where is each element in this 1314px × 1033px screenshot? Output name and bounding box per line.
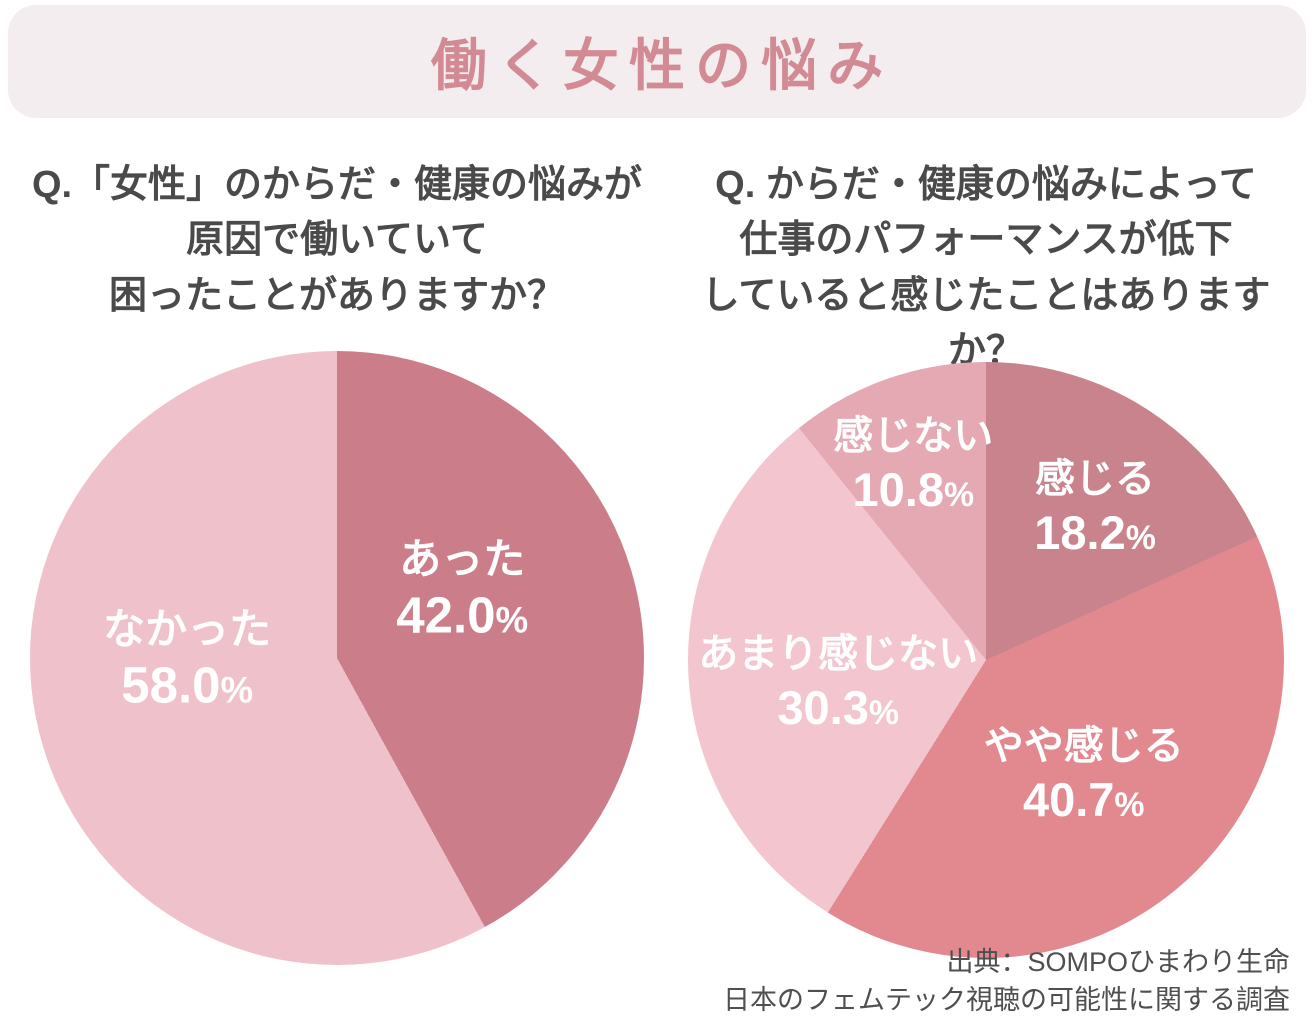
- percent-sign: %: [220, 669, 254, 711]
- pie-slice-label: 感じない 10.8%: [833, 412, 993, 518]
- title-banner: 働く女性の悩み: [8, 5, 1306, 118]
- percent-sign: %: [1125, 518, 1156, 557]
- question-left-line-1: Q.「女性」のからだ・健康の悩みが: [31, 164, 643, 206]
- question-right-line-2: 仕事のパフォーマンスが低下: [739, 219, 1233, 262]
- question-left-line-2: 原因で働いていて: [186, 219, 488, 262]
- slice-percentage: 42.0%: [396, 586, 529, 644]
- percent-sign: %: [1114, 785, 1145, 824]
- question-left-line-3: 困ったことがありますか？: [108, 274, 565, 317]
- source-note: 出典：SOMPOひまわり生命 日本のフェムテック視聴の可能性に関する調査: [723, 944, 1290, 1020]
- slice-name: 感じる: [1035, 456, 1156, 501]
- slice-percentage: 10.8%: [852, 462, 975, 516]
- source-line-2: 日本のフェムテック視聴の可能性に関する調査: [723, 984, 1290, 1015]
- slice-name: あった: [399, 535, 526, 583]
- slice-percentage: 40.7%: [1022, 772, 1145, 826]
- pie-slice-label: 感じる 18.2%: [1034, 455, 1156, 561]
- percent-sign: %: [495, 599, 529, 641]
- slice-name: あまり感じない: [698, 632, 979, 677]
- question-right-line-3: していると感じたことはありますか？: [701, 274, 1271, 373]
- pie-slice-label: あまり感じない 30.3%: [698, 630, 978, 736]
- pie-chart-left: あった 42.0% なかった 58.0%: [30, 351, 644, 965]
- percent-sign: %: [943, 475, 975, 514]
- page-title: 働く女性の悩み: [430, 34, 894, 97]
- slice-name: 感じない: [833, 414, 994, 459]
- pie-slice-label: やや感じる 40.7%: [984, 722, 1184, 828]
- slice-name: やや感じる: [983, 723, 1184, 768]
- question-right: Q. からだ・健康の悩みによって 仕事のパフォーマンスが低下 していると感じたこ…: [672, 158, 1300, 380]
- question-left: Q.「女性」のからだ・健康の悩みが 原因で働いていて 困ったことがありますか？: [30, 158, 644, 324]
- pie-chart-right: 感じる 18.2% やや感じる 40.7% あまり感じない 30.3% 感じない 10.8%: [688, 362, 1284, 958]
- source-line-1: 出典：SOMPOひまわり生命: [946, 947, 1290, 977]
- question-right-line-1: Q. からだ・健康の悩みによって: [715, 164, 1257, 206]
- slice-name: なかった: [103, 605, 272, 653]
- slice-percentage: 30.3%: [777, 680, 899, 734]
- percent-sign: %: [868, 693, 899, 732]
- slice-percentage: 18.2%: [1034, 505, 1156, 559]
- slice-percentage: 58.0%: [121, 656, 254, 714]
- pie-slice-label: なかった 58.0%: [103, 603, 271, 716]
- pie-slice-label: あった 42.0%: [396, 533, 528, 646]
